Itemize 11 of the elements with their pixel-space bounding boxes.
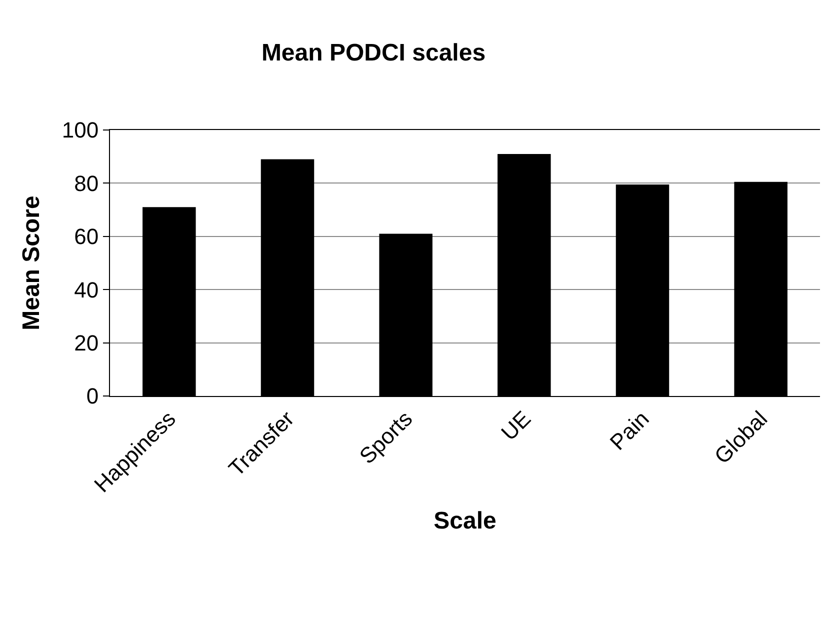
y-tick-label: 100 <box>62 118 99 143</box>
y-tick-label: 60 <box>74 224 99 250</box>
y-tick-label: 40 <box>74 277 99 302</box>
y-tick-label: 80 <box>74 170 99 196</box>
y-tick-label: 0 <box>86 384 99 409</box>
x-tick-label: UE <box>496 406 536 446</box>
y-tick-label: 20 <box>74 330 99 356</box>
chart-title: Mean PODCI scales <box>261 40 486 67</box>
y-axis-title: Mean Score <box>18 196 45 330</box>
x-tick-label: Pain <box>604 406 654 455</box>
x-axis-title: Scale <box>434 508 496 535</box>
